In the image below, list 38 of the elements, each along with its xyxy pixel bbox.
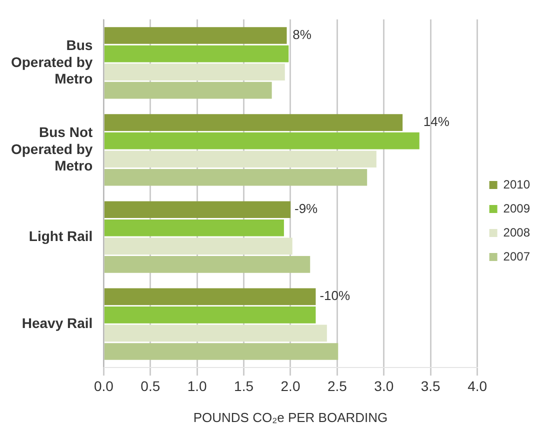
bar	[104, 219, 284, 236]
y-tick-label: Light Rail	[28, 228, 93, 244]
legend-label: 2007	[503, 249, 530, 264]
x-tick-label: 2.5	[327, 378, 348, 394]
bar	[104, 306, 316, 324]
annotation: 8%	[292, 27, 312, 42]
legend-label: 2009	[503, 201, 530, 216]
annotation: -9%	[294, 201, 318, 216]
legend-label: 2010	[503, 177, 530, 192]
x-tick-label: 2.0	[280, 378, 300, 394]
bar	[104, 64, 285, 80]
bar	[104, 324, 327, 342]
x-axis-title: POUNDS CO₂e PER BOARDING	[193, 410, 388, 425]
bar	[104, 168, 368, 186]
bar	[104, 27, 287, 44]
x-tick-label: 0.5	[140, 378, 160, 394]
bar	[104, 114, 403, 131]
bar	[104, 343, 338, 360]
y-tick-label: Bus Operated by Metro	[10, 36, 93, 87]
bar	[104, 238, 292, 255]
x-tick-label: 1.5	[234, 378, 254, 394]
y-tick-label: Bus Not Operated by Metro	[10, 124, 94, 174]
x-tick-label: 0.0	[94, 378, 114, 394]
x-tick-label: 1.0	[187, 378, 208, 394]
bar	[104, 132, 420, 150]
legend-label: 2008	[503, 225, 530, 240]
bar	[104, 201, 290, 218]
bar	[104, 45, 289, 62]
bar	[104, 150, 376, 168]
annotation: 14%	[423, 114, 450, 130]
y-tick-label: Heavy Rail	[22, 314, 93, 331]
bar	[104, 256, 310, 273]
bar	[104, 82, 272, 99]
x-tick-label: 4.0	[468, 378, 488, 394]
x-tick-label: 3.0	[374, 378, 394, 394]
x-tick-label: 3.5	[420, 378, 441, 394]
annotation: -10%	[320, 288, 351, 304]
bar	[104, 288, 316, 306]
